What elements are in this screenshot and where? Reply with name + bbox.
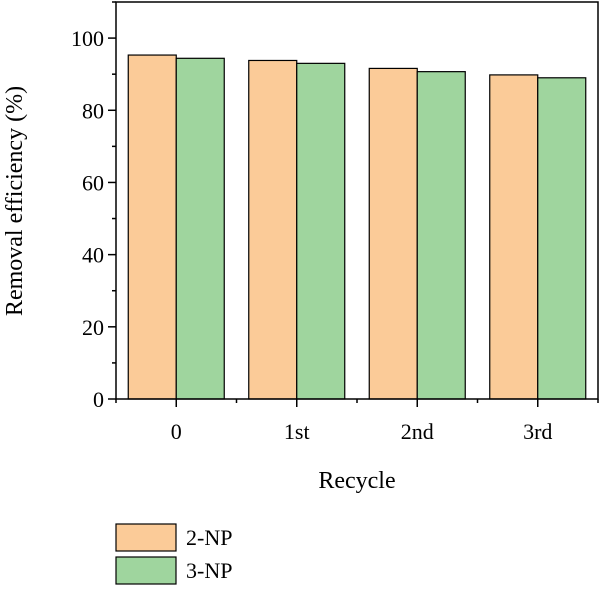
legend: 2-NP 3-NP bbox=[115, 523, 232, 585]
legend-label-3-NP: 3-NP bbox=[186, 558, 232, 583]
bar-2-NP-1st bbox=[248, 59, 298, 400]
bar-3-NP-1st bbox=[296, 62, 346, 400]
legend-label-2-NP: 2-NP bbox=[186, 525, 232, 550]
y-tick-label: 40 bbox=[82, 243, 104, 268]
ticks: 0 20 40 60 80 100 0 1st 2nd 3rd bbox=[71, 1, 599, 444]
bar-2-NP-2nd bbox=[368, 67, 418, 400]
x-axis-label: Recycle bbox=[318, 468, 395, 494]
legend-swatch-2-NP bbox=[115, 523, 177, 552]
bar-3-NP-0 bbox=[175, 57, 225, 400]
y-tick-label: 0 bbox=[93, 387, 104, 412]
legend-swatch-3-NP bbox=[115, 556, 177, 585]
bar-3-NP-3rd bbox=[537, 77, 587, 400]
bar-3-NP-2nd bbox=[416, 71, 466, 400]
y-tick-label: 80 bbox=[82, 98, 104, 123]
bar-2-NP-0 bbox=[127, 54, 177, 400]
x-tick-label: 1st bbox=[284, 419, 310, 444]
y-tick-label: 100 bbox=[71, 26, 104, 51]
y-axis-label: Removal efficiency (%) bbox=[2, 86, 28, 316]
x-tick-label: 0 bbox=[171, 419, 182, 444]
x-tick-label: 2nd bbox=[401, 419, 434, 444]
bars bbox=[127, 54, 587, 400]
y-tick-label: 20 bbox=[82, 315, 104, 340]
x-tick-label: 3rd bbox=[523, 419, 552, 444]
bar-2-NP-3rd bbox=[489, 74, 539, 400]
y-tick-label: 60 bbox=[82, 170, 104, 195]
